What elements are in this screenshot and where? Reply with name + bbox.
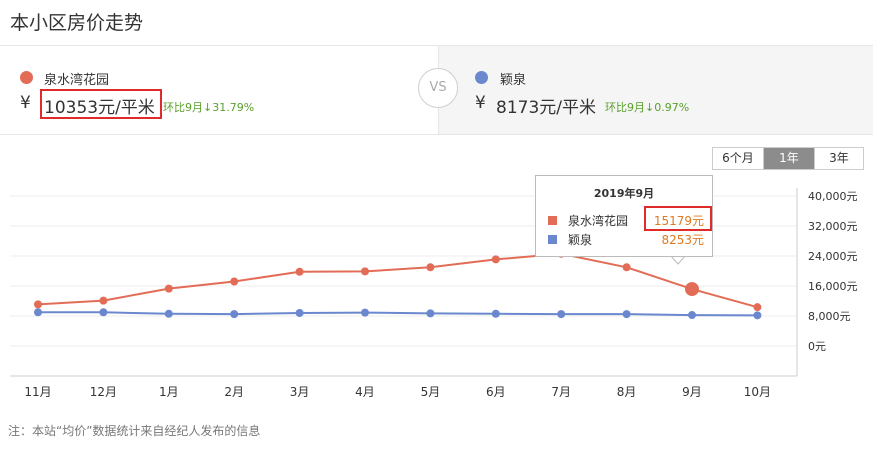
tooltip-swatch-right [548,235,557,244]
data-point[interactable] [164,309,173,318]
data-point[interactable] [622,263,631,272]
price-left: 10353元/平米 [44,98,155,118]
data-point[interactable] [688,311,696,320]
y-tick-label: 8,000元 [808,310,851,323]
data-point[interactable] [753,303,762,312]
data-point[interactable] [426,263,435,272]
tooltip-title: 2019年9月 [593,187,655,200]
x-tick-label: 5月 [421,385,441,399]
y-tick-label: 40,000元 [808,190,858,203]
data-point[interactable] [685,282,699,297]
x-tick-label: 4月 [355,385,375,399]
x-tick-label: 2月 [224,385,244,399]
vs-badge: VS [418,68,458,108]
tooltip-value-right: 8253元 [661,233,704,247]
community-name-left: 泉水湾花园 [44,73,110,88]
data-point[interactable] [34,308,42,317]
x-tick-label: 1月 [159,385,179,399]
change-right: 环比9月↓0.97% [605,101,690,114]
data-point[interactable] [361,308,369,317]
data-point[interactable] [622,310,631,319]
community-name-right: 颖泉 [500,73,527,88]
tooltip-name-right: 颖泉 [568,233,593,247]
tooltip-name-left: 泉水湾花园 [568,214,629,228]
data-point[interactable] [753,311,762,320]
currency-left: ¥ [20,93,31,113]
series-line [37,252,758,309]
data-point[interactable] [491,255,500,264]
currency-right: ¥ [475,93,486,113]
footnote: 注：本站“均价”数据统计来自经纪人发布的信息 [8,424,261,438]
series-line [38,311,758,317]
x-tick-label: 9月 [682,385,702,399]
series-dot-left [20,71,33,84]
data-point[interactable] [230,277,239,286]
data-point[interactable] [34,300,42,309]
community-right: 颖泉 ¥ 8173元/平米 环比9月↓0.97% [438,46,873,134]
y-tick-label: 0元 [808,340,826,353]
tooltip-swatch-left [548,216,557,225]
x-tick-label: 8月 [617,385,637,399]
tooltip-value-left: 15179元 [653,214,704,228]
chart-tooltip: 2019年9月 泉水湾花园 15179元 颖泉 8253元 [535,175,713,257]
x-tick-label: 7月 [551,385,571,399]
community-left: 泉水湾花园 ¥ 10353元/平米 环比9月↓31.79% [0,46,438,134]
comparison-panel: 泉水湾花园 ¥ 10353元/平米 环比9月↓31.79% 颖泉 ¥ 8173元… [0,45,873,135]
data-point[interactable] [557,310,566,319]
tab-3-years[interactable]: 3年 [815,148,863,169]
range-tabs: 6个月 1年 3年 [712,147,864,170]
tooltip-value-highlight [644,206,712,231]
data-point[interactable] [426,309,435,318]
x-tick-label: 12月 [90,385,117,399]
tab-6-months[interactable]: 6个月 [713,148,764,169]
price-right: 8173元/平米 [496,98,596,118]
data-point[interactable] [361,267,369,276]
y-tick-label: 16,000元 [808,280,858,293]
x-tick-label: 10月 [744,385,771,399]
data-point[interactable] [99,296,108,305]
y-tick-label: 32,000元 [808,220,858,233]
x-tick-label: 6月 [486,385,506,399]
data-point[interactable] [295,309,304,317]
data-point[interactable] [164,284,173,293]
x-tick-label: 11月 [24,385,51,399]
page-title: 本小区房价走势 [10,12,144,34]
tab-1-year[interactable]: 1年 [764,148,815,169]
price-highlight-box [40,89,162,119]
data-point[interactable] [230,310,239,319]
data-point[interactable] [99,308,108,317]
x-tick-label: 3月 [290,385,310,399]
y-tick-label: 24,000元 [808,250,858,263]
series-dot-right [475,71,488,84]
change-left: 环比9月↓31.79% [163,101,255,114]
data-point[interactable] [295,267,304,276]
data-point[interactable] [491,309,500,318]
